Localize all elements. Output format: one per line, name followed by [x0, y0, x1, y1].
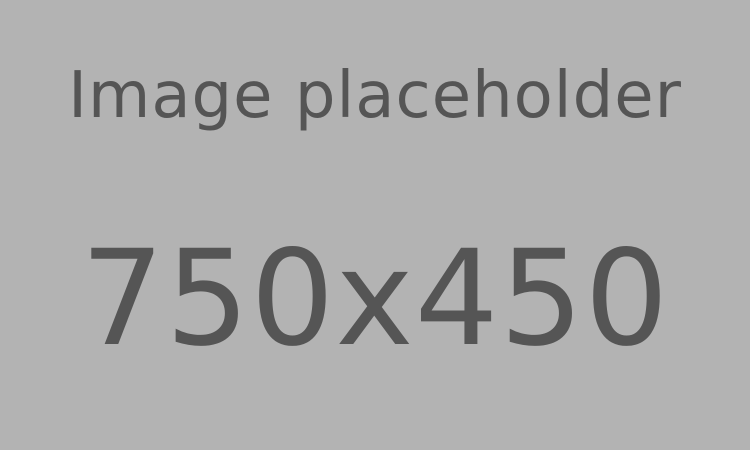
- placeholder-dimensions: 750x450: [80, 222, 670, 376]
- placeholder-caption: Image placeholder: [68, 59, 682, 133]
